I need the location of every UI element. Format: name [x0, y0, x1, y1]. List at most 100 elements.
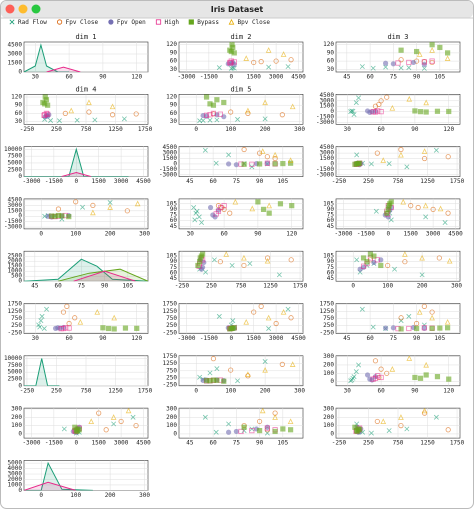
- marker: [289, 103, 296, 110]
- y-tick-label: 90: [327, 206, 335, 213]
- x-tick-label: 1500: [91, 440, 106, 447]
- y-tick-label: 1000: [8, 268, 23, 275]
- x-tick-label: 60: [65, 74, 73, 81]
- marker: [373, 208, 379, 214]
- x-tick-label: 750: [236, 283, 247, 290]
- y-tick-label: -1500: [159, 166, 177, 173]
- minimize-button[interactable]: [18, 4, 28, 14]
- marker: [229, 262, 235, 268]
- x-tick-label: 200: [105, 230, 116, 237]
- marker: [288, 57, 294, 63]
- y-tick-label: 100: [166, 422, 177, 429]
- marker: [193, 210, 199, 216]
- x-tick-label: 60: [209, 178, 217, 185]
- x-tick-label: 105: [277, 440, 288, 447]
- marker: [39, 313, 45, 319]
- marker: [155, 19, 162, 25]
- marker: [364, 108, 371, 114]
- plot-area: [23, 146, 149, 177]
- density-line: [24, 147, 129, 177]
- marker: [9, 19, 15, 25]
- marker: [232, 198, 239, 205]
- x-tick-label: 30: [32, 74, 40, 81]
- marker: [350, 375, 356, 381]
- close-button[interactable]: [5, 4, 15, 14]
- y-tick-label: 0: [18, 382, 22, 389]
- x-tick-label: 250: [51, 126, 62, 133]
- x-tick-label: -1500: [200, 335, 218, 342]
- y-tick-label: 45: [170, 223, 178, 230]
- x-tick-label: 90: [411, 126, 419, 133]
- marks: [352, 408, 451, 436]
- marker: [199, 220, 205, 226]
- marker: [226, 152, 232, 158]
- marker: [266, 210, 272, 216]
- marker: [421, 408, 428, 414]
- marker: [444, 318, 451, 325]
- y-tick-label: 5000: [8, 460, 23, 467]
- y-tick-label: 1750: [163, 353, 178, 360]
- marker: [55, 206, 62, 212]
- y-tick-label: 200: [323, 361, 334, 368]
- y-tick-label: 120: [11, 94, 22, 101]
- y-tick-label: 200: [11, 414, 22, 421]
- x-tick-label: -250: [20, 126, 35, 133]
- marker: [423, 361, 430, 368]
- marker: [429, 325, 435, 331]
- x-tick-label: 1750: [450, 178, 465, 185]
- marker: [221, 378, 227, 384]
- x-tick-label: 300: [294, 387, 305, 394]
- density-area: [24, 45, 70, 72]
- marks: [24, 147, 129, 177]
- y-tick-label: 0: [173, 160, 177, 167]
- marker: [287, 427, 294, 433]
- zoom-button[interactable]: [31, 4, 41, 14]
- x-tick-label: 0: [74, 440, 78, 447]
- marker: [243, 55, 250, 61]
- marker: [233, 162, 239, 168]
- marks: [359, 42, 451, 71]
- marks: [24, 258, 148, 282]
- y-tick-label: 0: [18, 430, 22, 437]
- marker: [272, 155, 278, 162]
- x-tick-label: 75: [390, 74, 398, 81]
- x-tick-label: 0: [351, 283, 355, 290]
- marker: [279, 112, 285, 118]
- marker: [354, 257, 360, 263]
- marker: [203, 94, 210, 100]
- marker: [38, 318, 44, 324]
- plot-area: [335, 198, 461, 230]
- marker: [58, 326, 64, 332]
- marker: [210, 102, 217, 108]
- y-tick-label: -250: [163, 329, 178, 336]
- marker: [370, 376, 376, 382]
- marker: [202, 147, 208, 153]
- x-tick-label: 300: [139, 230, 150, 237]
- marker: [212, 214, 218, 220]
- marker: [429, 42, 435, 48]
- y-tick-label: 30: [15, 118, 23, 125]
- x-tick-label: 1500: [403, 230, 418, 237]
- marker: [434, 108, 441, 114]
- marker: [433, 147, 439, 153]
- x-tick-label: 1250: [108, 387, 123, 394]
- x-tick-label: 1750: [293, 283, 308, 290]
- plot-area: [178, 407, 304, 439]
- y-tick-label: 1500: [320, 103, 335, 110]
- x-tick-label: 100: [225, 126, 236, 133]
- x-tick-label: 100: [225, 387, 236, 394]
- marker: [385, 262, 391, 269]
- marker: [262, 366, 268, 373]
- y-tick-label: 1750: [8, 301, 23, 308]
- marker: [404, 164, 410, 170]
- marker: [217, 111, 223, 117]
- marker: [353, 369, 359, 375]
- y-tick-label: 60: [327, 217, 335, 224]
- marker: [445, 427, 451, 433]
- y-tick-label: 5000: [8, 369, 23, 376]
- marker: [353, 100, 359, 106]
- marker: [436, 255, 442, 261]
- y-tick-label: -250: [163, 382, 178, 389]
- legend-label: Bypass: [197, 19, 219, 26]
